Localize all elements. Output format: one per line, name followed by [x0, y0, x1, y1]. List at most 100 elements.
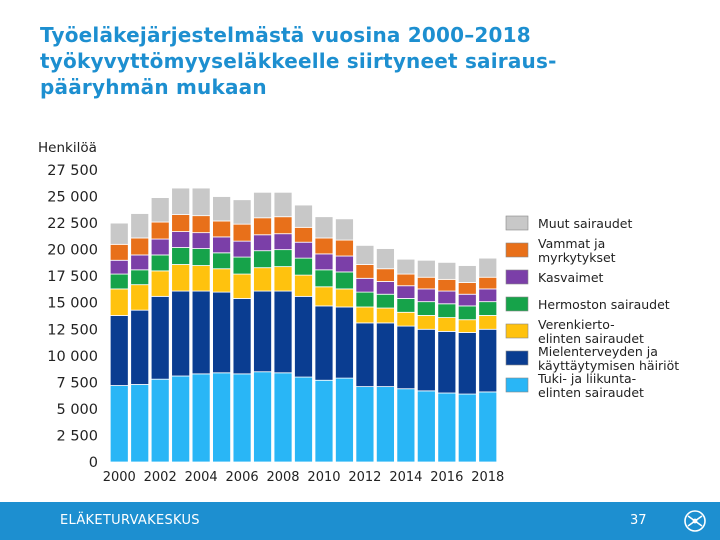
bar-segment — [314, 305, 334, 381]
bar-segment — [273, 249, 293, 268]
bar-segment — [150, 254, 170, 272]
y-tick-label: 20 000 — [47, 243, 98, 259]
bar-segment — [335, 377, 354, 463]
bar-segment — [335, 271, 354, 290]
bar-segment — [335, 218, 354, 241]
bar-segment — [355, 264, 375, 279]
bar-segment — [396, 325, 416, 390]
slide-title: Työeläkejärjestelmästä vuosina 2000–2018… — [40, 22, 680, 100]
bar-segment — [478, 301, 498, 316]
bar-segment — [457, 332, 477, 395]
bar-segment — [294, 226, 313, 243]
bar-segment — [478, 288, 498, 303]
y-tick-label: 15 000 — [47, 296, 98, 312]
bar-segment — [437, 392, 457, 463]
bar-segment — [457, 305, 477, 321]
x-tick-label: 2014 — [389, 470, 422, 485]
bar-segment — [314, 216, 334, 239]
legend-label: Mielenterveyden ja — [538, 344, 658, 359]
bar-segment — [171, 247, 191, 265]
bar-segment — [171, 231, 191, 248]
bar-segment — [396, 388, 416, 463]
bar-segment — [212, 252, 232, 270]
title-line-3: pääryhmän mukaan — [40, 75, 267, 99]
bar-segment — [375, 307, 395, 324]
bar-segment — [273, 266, 293, 292]
bar-segment — [457, 319, 477, 333]
bar-segment — [232, 298, 252, 375]
footer-bar: ELÄKETURVAKESKUS 37 — [0, 502, 720, 540]
x-tick-label: 2004 — [185, 470, 218, 485]
bar-segment — [437, 290, 457, 305]
x-tick-label: 2012 — [348, 470, 381, 485]
bar-segment — [171, 214, 191, 232]
bar-segment — [191, 265, 211, 292]
title-line-2: työkyvyttömyyseläkkeelle siirtyneet sair… — [40, 49, 557, 73]
bar-segment — [109, 288, 129, 316]
bar-segment — [171, 375, 191, 463]
bar-segment — [335, 255, 354, 273]
bar-segment — [273, 233, 293, 251]
bar-segment — [273, 290, 293, 374]
bar-segment — [109, 315, 129, 386]
bar-segment — [314, 269, 334, 288]
bar-segment — [396, 298, 416, 313]
bar-segment — [457, 293, 477, 307]
y-axis-label: Henkilöä — [38, 140, 97, 156]
bar-segment — [355, 306, 375, 324]
bar-segment — [273, 216, 293, 235]
bar-segment — [355, 244, 375, 265]
y-tick-label: 2 500 — [56, 428, 98, 444]
bar-segment — [150, 221, 170, 240]
bar-segment — [335, 306, 354, 379]
bar-segment — [232, 256, 252, 275]
bar-segment — [150, 238, 170, 256]
bar-segment — [355, 291, 375, 308]
bar-segment — [130, 213, 150, 239]
bar-segment — [478, 276, 498, 290]
bar-segment — [191, 290, 211, 375]
bar-segment — [314, 237, 334, 255]
bar-segment — [314, 253, 334, 271]
footer-organization: ELÄKETURVAKESKUS — [60, 513, 200, 528]
legend-label: Kasvaimet — [538, 270, 604, 285]
bar-segment — [171, 264, 191, 292]
bar-segment — [191, 248, 211, 266]
bar-segment — [130, 284, 150, 311]
legend-label: Verenkierto- — [538, 317, 615, 332]
y-tick-label: 17 500 — [47, 269, 98, 285]
bar-segment — [109, 273, 129, 290]
bar-segment — [253, 191, 272, 219]
bar-segment — [416, 276, 436, 290]
bar-segment — [273, 372, 293, 463]
bar-segment — [355, 277, 375, 293]
bar-segment — [232, 240, 252, 258]
bar-segment — [437, 330, 457, 394]
legend-swatch — [505, 323, 529, 339]
bar-segment — [130, 309, 150, 385]
bar-segment — [335, 288, 354, 308]
bar-segment — [416, 288, 436, 303]
bar-segment — [294, 204, 313, 228]
y-tick-label: 5 000 — [56, 402, 98, 418]
bar-segment — [130, 237, 150, 256]
bar-segment — [294, 241, 313, 259]
bar-segment — [212, 291, 232, 374]
legend-label: Muut sairaudet — [538, 216, 632, 231]
bar-segment — [294, 295, 313, 378]
bar-segment — [232, 373, 252, 463]
bar-segment — [478, 391, 498, 463]
bar-segment — [130, 269, 150, 286]
bar-segment — [355, 386, 375, 463]
bar-segment — [109, 259, 129, 275]
bar-segment — [212, 372, 232, 463]
legend-swatch — [505, 350, 529, 366]
bar-segment — [273, 191, 293, 218]
y-tick-label: 10 000 — [47, 349, 98, 365]
legend-swatch — [505, 377, 529, 393]
bar-segment — [396, 285, 416, 299]
bar-segment — [109, 222, 129, 245]
bar-segment — [375, 248, 395, 270]
bar-segment — [253, 217, 272, 236]
